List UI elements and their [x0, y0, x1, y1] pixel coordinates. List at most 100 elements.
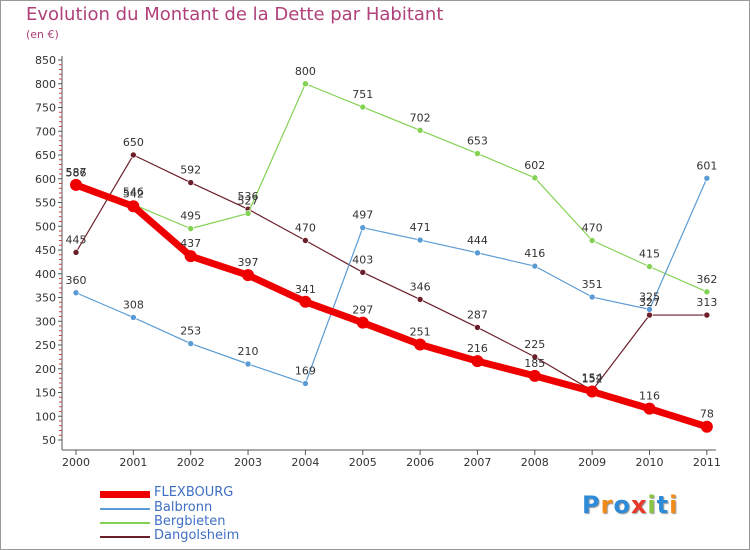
point-dangolsheim-2008 [531, 353, 539, 361]
data-label-dangolsheim-2005: 403 [352, 253, 373, 266]
data-label-balbronn-2011: 601 [696, 159, 717, 172]
x-tick-label-2006: 2006 [406, 456, 434, 469]
data-label-balbronn-2006: 471 [410, 221, 431, 234]
point-bergbieten-2004 [302, 80, 309, 88]
x-tick-label-2001: 2001 [119, 456, 147, 469]
y-tick-label-700: 700 [35, 125, 56, 138]
data-label-flexbourg-2004: 341 [295, 283, 316, 296]
logo-letter: x [630, 491, 648, 519]
data-label-balbronn-2002: 253 [180, 325, 201, 338]
legend-label-dangolsheim: Dangolsheim [154, 528, 240, 543]
legend-label-balbronn: Balbronn [154, 500, 213, 515]
x-tick-label-2005: 2005 [349, 456, 377, 469]
legend-item-balbronn: Balbronn [100, 500, 320, 516]
point-bergbieten-2008 [531, 174, 539, 182]
point-bergbieten-2005 [359, 103, 367, 111]
data-label-bergbieten-2007: 653 [467, 135, 488, 148]
y-tick-label-650: 650 [35, 149, 56, 162]
point-flexbourg-2001 [127, 200, 140, 213]
point-bergbieten-2002 [187, 225, 194, 232]
data-label-bergbieten-2001: 546 [123, 185, 144, 198]
data-label-balbronn-2000: 360 [66, 274, 87, 287]
data-label-balbronn-2003: 210 [238, 345, 259, 358]
x-tick-label-2007: 2007 [463, 456, 491, 469]
data-label-balbronn-2004: 169 [295, 364, 316, 377]
data-label-flexbourg-2002: 437 [180, 237, 201, 250]
point-balbronn-2006 [416, 236, 424, 244]
data-label-bergbieten-2006: 702 [410, 111, 431, 124]
x-tick-label-2000: 2000 [62, 456, 90, 469]
data-label-flexbourg-2000: 587 [66, 166, 87, 179]
y-tick-label-200: 200 [35, 363, 56, 376]
series-line-bergbieten [75, 83, 708, 293]
data-label-flexbourg-2003: 397 [238, 256, 259, 269]
data-label-dangolsheim-2010: 327 [639, 296, 660, 309]
y-tick-label-350: 350 [35, 292, 56, 305]
chart-subtitle: (en €) [26, 28, 59, 41]
point-flexbourg-2003 [242, 269, 255, 282]
series-line-balbronn [75, 177, 708, 385]
x-tick-label-2004: 2004 [291, 456, 319, 469]
data-label-balbronn-2005: 497 [352, 209, 373, 222]
point-balbronn-2011 [703, 174, 711, 182]
y-tick-label-150: 150 [35, 387, 56, 400]
data-label-bergbieten-2008: 602 [524, 159, 545, 172]
legend-item-bergbieten: Bergbieten [100, 514, 320, 530]
data-label-bergbieten-2003: 527 [238, 194, 259, 207]
point-dangolsheim-2002 [187, 179, 194, 186]
point-balbronn-2000 [72, 289, 80, 297]
point-bergbieten-2003 [244, 210, 252, 217]
proxiti-logo: Proxiti [582, 491, 678, 519]
point-flexbourg-2000 [70, 178, 82, 191]
legend-swatch-flexbourg [100, 491, 150, 498]
x-tick-label-2009: 2009 [578, 456, 606, 469]
data-label-bergbieten-2010: 415 [639, 248, 660, 261]
x-tick-label-2008: 2008 [521, 456, 549, 469]
point-bergbieten-2007 [474, 150, 481, 157]
point-dangolsheim-2001 [130, 151, 137, 159]
logo-letter: r [600, 491, 614, 519]
data-label-bergbieten-2009: 470 [582, 222, 603, 235]
point-flexbourg-2008 [528, 369, 541, 382]
point-balbronn-2002 [187, 340, 194, 347]
data-label-dangolsheim-2011: 313 [696, 296, 717, 309]
data-label-balbronn-2009: 351 [582, 278, 603, 291]
y-tick-label-800: 800 [35, 78, 56, 91]
data-label-flexbourg-2001: 542 [123, 187, 144, 200]
data-label-flexbourg-2006: 251 [410, 326, 431, 339]
data-label-flexbourg-2007: 216 [467, 342, 488, 355]
y-tick-label-850: 850 [35, 54, 56, 67]
point-dangolsheim-2004 [302, 237, 309, 244]
y-tick-label-600: 600 [35, 173, 56, 186]
data-label-dangolsheim-2004: 470 [295, 222, 316, 235]
data-label-flexbourg-2005: 297 [352, 304, 373, 317]
y-tick-label-50: 50 [42, 434, 56, 447]
y-tick-label-300: 300 [35, 315, 56, 328]
point-dangolsheim-2011 [703, 311, 711, 319]
point-flexbourg-2004 [299, 295, 312, 308]
point-balbronn-2008 [531, 262, 539, 270]
legend-swatch-bergbieten [100, 522, 150, 524]
data-label-balbronn-2010: 325 [639, 290, 660, 303]
point-balbronn-2001 [130, 314, 137, 321]
x-tick-label-2003: 2003 [234, 456, 262, 469]
data-label-dangolsheim-2008: 225 [524, 338, 545, 351]
point-flexbourg-2010 [643, 402, 656, 415]
y-tick-label-550: 550 [35, 197, 56, 210]
logo-letter: i [647, 491, 657, 519]
legend-swatch-dangolsheim [100, 536, 150, 538]
point-balbronn-2004 [302, 380, 309, 387]
point-flexbourg-2007 [471, 355, 484, 368]
point-dangolsheim-2006 [416, 296, 424, 303]
data-label-balbronn-2007: 444 [467, 234, 488, 247]
legend-swatch-balbronn [100, 508, 150, 510]
y-tick-label-500: 500 [35, 220, 56, 233]
y-tick-label-450: 450 [35, 244, 56, 257]
data-label-balbronn-2001: 308 [123, 298, 144, 311]
logo-letter: o [613, 491, 631, 519]
point-dangolsheim-2010 [646, 311, 653, 319]
data-label-flexbourg-2008: 185 [524, 357, 545, 370]
point-balbronn-2005 [359, 224, 367, 231]
point-flexbourg-2009 [586, 385, 599, 398]
